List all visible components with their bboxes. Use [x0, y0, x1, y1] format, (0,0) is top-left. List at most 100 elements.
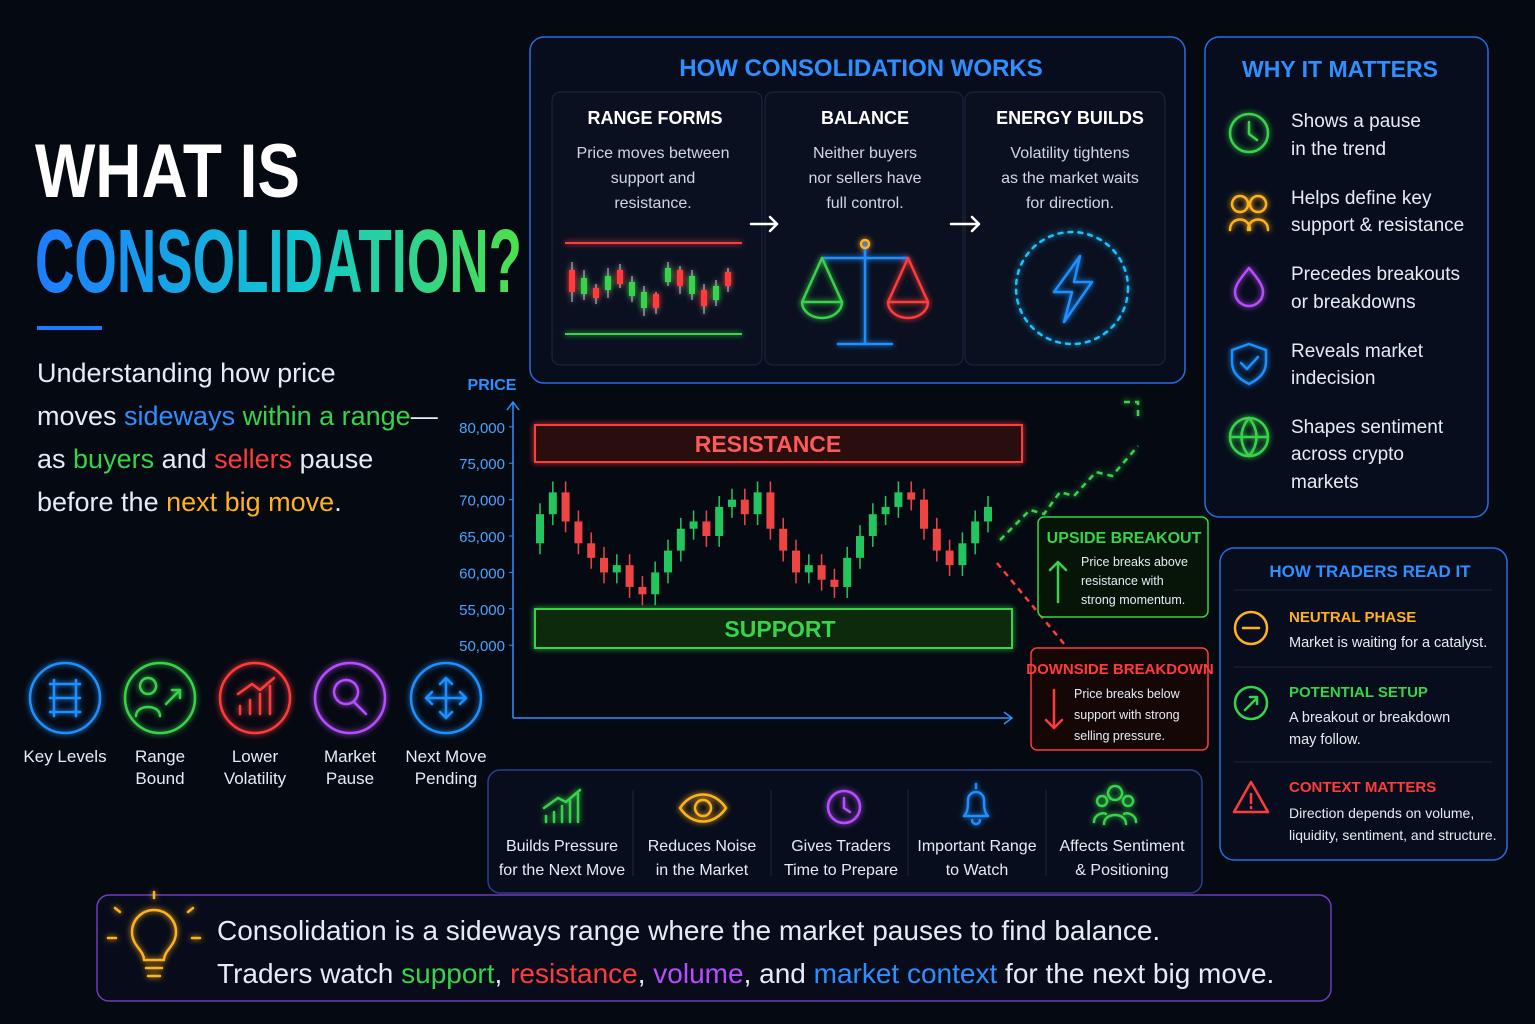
why-text: markets	[1291, 472, 1359, 493]
panel-title: HOW CONSOLIDATION WORKS	[679, 55, 1043, 82]
candle-body	[715, 506, 724, 537]
y-tick-label: 55,000	[459, 602, 505, 619]
feature-label: Lower	[232, 747, 279, 766]
benefit-text: in the Market	[656, 862, 749, 879]
why-items: Shows a pause in the trend Helps define …	[1291, 111, 1464, 493]
arrow	[1048, 560, 1068, 604]
candle-body	[574, 521, 583, 544]
why-icons	[1228, 112, 1270, 458]
candle-body	[843, 557, 852, 587]
candle-body	[676, 528, 685, 551]
candle-body	[907, 492, 916, 500]
t: next big move	[166, 487, 334, 517]
t: and	[154, 444, 214, 474]
candle-body	[920, 499, 928, 529]
t: support	[401, 958, 495, 989]
title: CONSOLIDATION?	[35, 212, 522, 312]
arrow	[749, 215, 981, 233]
t: Price breaks above	[1081, 555, 1188, 569]
step-text: resistance.	[614, 195, 691, 212]
why-text: in the trend	[1291, 139, 1386, 160]
candle-body	[830, 579, 839, 587]
candle-body	[625, 565, 634, 587]
candle-body	[600, 557, 608, 573]
axis	[506, 400, 1014, 725]
energy-icon	[1014, 230, 1130, 346]
candle-body	[587, 543, 596, 558]
step-text: full control.	[826, 195, 903, 212]
resistance-zone	[534, 424, 1023, 463]
t: resistance	[510, 958, 638, 989]
intro: Understanding how price moves sideways w…	[37, 358, 438, 517]
breakdown-title: DOWNSIDE BREAKDOWN	[1026, 661, 1214, 678]
benefit-text: for the Next Move	[499, 862, 625, 879]
bulb-icon	[106, 890, 202, 978]
icon	[409, 661, 483, 735]
y-tick-label: 70,000	[459, 493, 505, 510]
trader-icons	[1232, 610, 1270, 814]
trader-items: NEUTRAL PHASE Market is waiting for a ca…	[1289, 609, 1497, 843]
trader-text: may follow.	[1289, 732, 1361, 748]
t: Price breaks below	[1074, 687, 1181, 701]
candle-body	[689, 521, 698, 529]
breakout-text: Price breaks above resistance with stron…	[1081, 555, 1188, 607]
candle-body	[945, 550, 954, 566]
icon	[332, 678, 368, 716]
t: moves	[37, 401, 124, 431]
y-tick-label: 65,000	[459, 529, 505, 546]
breakout-box	[1037, 516, 1209, 618]
step-title: RANGE FORMS	[588, 108, 723, 128]
candle-body	[728, 499, 736, 507]
t: ,	[495, 958, 511, 989]
why-text: across crypto	[1291, 444, 1404, 465]
step-text: support and	[611, 170, 696, 187]
benefit-text: Time to Prepare	[784, 862, 898, 879]
t: pause	[292, 444, 373, 474]
annotation: RESISTANCE	[695, 431, 842, 457]
step-text: Neither buyers	[813, 145, 917, 162]
candle-body	[664, 550, 672, 573]
candle-body	[536, 514, 544, 544]
candle-body	[894, 492, 903, 507]
annotation: SUPPORT	[724, 616, 835, 642]
title: WHAT IS	[35, 129, 300, 214]
arrow	[1044, 688, 1064, 730]
icon	[134, 676, 182, 718]
benefit-text: & Positioning	[1075, 862, 1168, 879]
icon	[123, 661, 197, 735]
breakdown-path	[996, 562, 1066, 646]
benefit-text: Important Range	[917, 838, 1036, 855]
trader-title: CONTEXT MATTERS	[1289, 779, 1436, 796]
t: .	[334, 487, 342, 517]
benefit-text: Gives Traders	[791, 838, 891, 855]
step-text: for direction.	[1026, 195, 1114, 212]
candle-body	[779, 528, 788, 551]
feature-label: Range	[135, 747, 185, 766]
trader-title: NEUTRAL PHASE	[1289, 609, 1416, 626]
trader-text: A breakout or breakdown	[1289, 710, 1450, 726]
step-text: Price moves between	[577, 145, 730, 162]
feature-icons	[28, 661, 483, 735]
why-text: Precedes breakouts	[1291, 264, 1460, 285]
candle-body	[817, 565, 826, 580]
y-tick-label: 75,000	[459, 456, 505, 473]
t: Understanding how price	[37, 358, 336, 388]
intro-line: as buyers and sellers pause	[37, 444, 373, 474]
t: sellers	[214, 444, 292, 474]
candle-body	[804, 565, 813, 573]
feature-label: Pause	[326, 769, 374, 788]
candle-body	[612, 565, 621, 573]
y-tick-label: 60,000	[459, 565, 505, 582]
trader-text: Direction depends on volume,	[1289, 805, 1474, 821]
support-zone	[534, 608, 1013, 649]
t: market context	[814, 958, 998, 989]
why-text: support & resistance	[1291, 215, 1464, 236]
icon	[424, 676, 468, 720]
y-tick-label: 50,000	[459, 638, 505, 655]
summary-text: Traders watch support, resistance, volum…	[217, 958, 1274, 989]
intro-line: before the next big move.	[37, 487, 342, 517]
step-text: nor sellers have	[809, 170, 922, 187]
candle-body	[856, 536, 864, 558]
candle-body	[984, 506, 992, 522]
